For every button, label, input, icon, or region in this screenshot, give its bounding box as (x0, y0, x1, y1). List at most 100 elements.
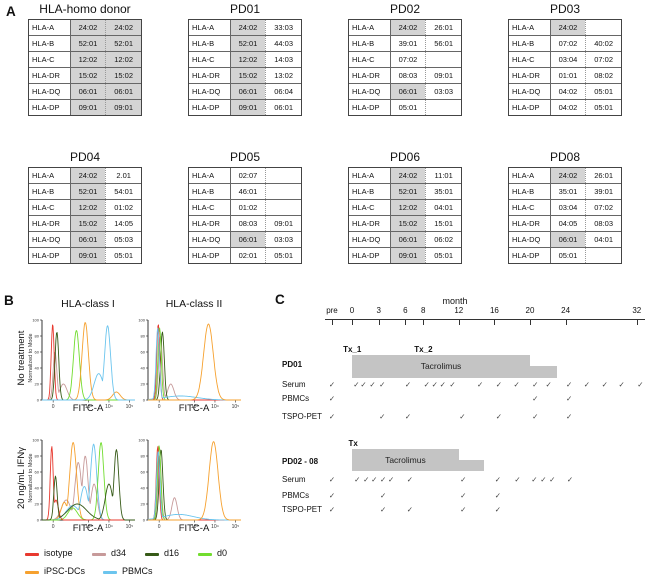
hist-curve-iPSC-DCs (148, 323, 241, 401)
table-row: HLA-C 12:02 12:02 (29, 51, 141, 67)
allele-cell: 12:02 (70, 52, 106, 67)
allele-cell: 07:02 (585, 200, 621, 215)
hla-locus-label: HLA-DR (29, 216, 71, 231)
allele-cell: 04:01 (425, 200, 461, 215)
table-row: HLA-DQ 04:02 05:01 (509, 83, 621, 99)
allele-cell: 2.01 (105, 168, 141, 183)
hla-locus-label: HLA-DP (509, 248, 551, 263)
hla-table-hla-homo-donor: HLA-homo donor HLA-A 24:02 24:02 HLA-B 52:01 5… (28, 2, 142, 116)
checkmark-icon: ✓ (495, 412, 502, 421)
table-row: HLA-DR 01:01 08:02 (509, 67, 621, 83)
allele-cell: 06:01 (265, 100, 301, 115)
hla-table-title: HLA-homo donor (39, 2, 131, 16)
legend-label: iPSC-DCs (44, 566, 86, 576)
axis-tick (352, 319, 353, 325)
allele-cell: 04:02 (558, 87, 578, 96)
allele-cell: 08:02 (585, 68, 621, 83)
hla-locus-label: HLA-A (349, 20, 391, 35)
allele-cell: 12:02 (230, 52, 266, 67)
hla-locus-label: HLA-B (349, 184, 391, 199)
tx-event-label: Tx_1 (343, 345, 362, 354)
allele-cell: 06:01 (230, 84, 266, 99)
allele-cell: 24:02 (230, 20, 266, 35)
allele-cell: 52:01 (230, 36, 266, 51)
x-tick-label: 10⁴ (105, 524, 113, 530)
allele-cell: 01:01 (558, 71, 578, 80)
legend-label: d16 (164, 548, 180, 558)
x-tick-label: 10⁴ (211, 524, 219, 530)
table-row: HLA-C 12:02 14:03 (189, 51, 301, 67)
table-row: HLA-B 39:01 56:01 (349, 35, 461, 51)
allele-cell: 08:03 (238, 219, 258, 228)
checkmark-icon: ✓ (360, 380, 367, 389)
x-tick-label: 10⁵ (232, 524, 240, 530)
plot-column-title-hla-class-2: HLA-class II (165, 298, 223, 310)
checkmark-icon: ✓ (494, 491, 502, 500)
checkmark-icon: ✓ (379, 491, 387, 500)
allele-cell: 05:01 (105, 248, 141, 263)
legend-swatch-d0 (198, 553, 212, 556)
checkmark-icon: ✓ (423, 380, 430, 389)
hla-locus-label: HLA-A (29, 168, 71, 183)
table-row: HLA-DR 04:05 08:03 (509, 215, 621, 231)
checkmark-icon: ✓ (601, 380, 608, 389)
checkmark-icon: ✓ (566, 394, 573, 403)
condition-label-ifng: 20 ng/mL IFNγ (16, 447, 27, 509)
hla-locus-label: HLA-B (29, 184, 71, 199)
hla-locus-label: HLA-DQ (189, 84, 231, 99)
checkmark-icon: ✓ (371, 475, 378, 484)
allele-cell: 07:02 (585, 52, 621, 67)
checkmark-icon: ✓ (494, 475, 502, 484)
allele-cell: 09:01 (70, 248, 106, 263)
allele-cell: 26:01 (585, 168, 621, 183)
hla-locus-label: HLA-B (189, 184, 231, 199)
y-tick-label: 60 (141, 349, 146, 354)
hla-locus-label: HLA-A (189, 20, 231, 35)
allele-cell: 40:02 (585, 36, 621, 51)
checkmark-icon: ✓ (495, 380, 502, 389)
table-row: HLA-C 07:02 (349, 51, 461, 67)
hla-table-pd03: PD03 HLA-A 24:02 HLA-B 07:02 40:02 HLA-C 03:04 0… (508, 2, 622, 116)
hla-table-title: PD08 (549, 150, 581, 164)
checkmark-icon: ✓ (379, 505, 387, 514)
tacrolimus-bar-full (352, 355, 530, 378)
y-tick-label: 100 (32, 437, 39, 442)
panel-a-label: A (6, 4, 16, 19)
checkmark-icon: ✓ (379, 380, 386, 389)
table-row: HLA-A 24:02 33:03 (189, 20, 301, 35)
table-row: HLA-DP 09:01 06:01 (189, 99, 301, 115)
y-tick-label: 0 (143, 517, 146, 522)
axis-tick (636, 319, 638, 325)
hla-table-title: PD05 (229, 150, 261, 164)
checkmark-icon: ✓ (477, 380, 484, 389)
timeline-axis (325, 319, 645, 320)
table-row: HLA-B 52:01 52:01 (29, 35, 141, 51)
x-tick-label: 10³ (191, 524, 199, 530)
checkmark-icon: ✓ (513, 380, 520, 389)
table-row: HLA-DP 05:01 (349, 99, 461, 115)
tacrolimus-bar-step (458, 460, 484, 471)
allele-cell: 14:03 (265, 52, 301, 67)
y-tick-label: 0 (143, 397, 146, 402)
sample-row-label: Serum (282, 380, 306, 389)
checkmark-icon: ✓ (369, 380, 376, 389)
checkmark-icon: ✓ (540, 475, 547, 484)
timeline-panel: C month pre 0 3 6 8 12 16 20 24 32 Tx_1 Tx_2 Tacroli… (270, 290, 656, 579)
allele-cell: 05:01 (425, 248, 461, 263)
allele-cell: 09:01 (425, 68, 461, 83)
table-row: HLA-DQ 06:01 06:02 (349, 231, 461, 247)
checkmark-icon: ✓ (532, 412, 539, 421)
tacrolimus-bar-step (530, 366, 557, 378)
hla-locus-label: HLA-C (509, 200, 551, 215)
table-row: HLA-DP 02:01 05:01 (189, 247, 301, 263)
allele-cell: 52:01 (70, 36, 106, 51)
hist-curve-PBMCs (42, 325, 135, 401)
allele-cell: 15:02 (105, 68, 141, 83)
table-row: HLA-C 12:02 04:01 (349, 199, 461, 215)
tx-event-label: Tx (348, 439, 358, 448)
y-tick-label: 100 (138, 317, 145, 322)
table-row: HLA-B 46:01 (189, 183, 301, 199)
sample-row-label: TSPO-PET (282, 412, 323, 421)
table-row: HLA-DP 04:02 05:01 (509, 99, 621, 115)
